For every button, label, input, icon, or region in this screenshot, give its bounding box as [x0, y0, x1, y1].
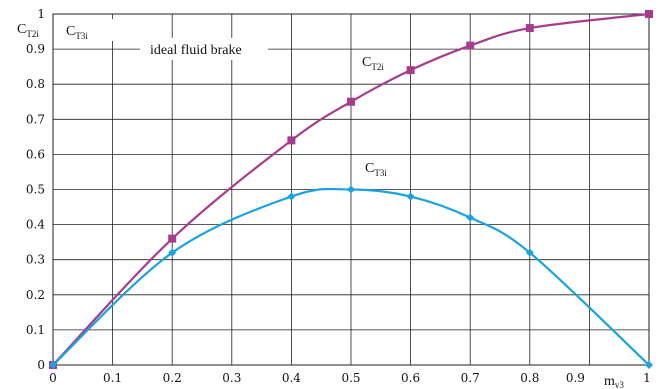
data-point-ct2i — [466, 41, 475, 50]
y-axis-title-secondary: CT3i — [66, 24, 88, 41]
x-tick-label: 0.1 — [103, 371, 122, 385]
y-tick-label: 1 — [37, 7, 45, 21]
secondary-ylabel-box — [60, 19, 117, 41]
y-axis-title: CT2i — [17, 22, 39, 39]
data-point-ct3i — [287, 192, 296, 201]
y-tick-label: 0.8 — [26, 77, 45, 91]
data-point-ct3i — [49, 361, 57, 369]
x-axis-title: mv3 — [604, 374, 624, 389]
x-tick-label: 0.7 — [461, 371, 480, 385]
x-tick-label: 0.3 — [222, 371, 241, 385]
x-tick-label: 0 — [49, 371, 57, 385]
tick-labels: 0 0.1 0.2 0.3 0.4 0.5 0.6 0.7 0.8 0.9 1 0 0.1 0.2 0.3 0… — [26, 7, 651, 385]
y-tick-label: 0.4 — [26, 218, 45, 232]
x-tick-label: 1 — [643, 371, 651, 385]
data-point-ct3i — [347, 185, 355, 194]
x-tick-label: 0.2 — [163, 371, 182, 385]
x-tick-label: 0.8 — [520, 371, 539, 385]
data-point-ct2i — [525, 24, 534, 33]
y-tick-label: 0.1 — [26, 323, 45, 337]
annotation-box — [140, 38, 268, 60]
x-tick-label: 0.4 — [282, 371, 301, 385]
data-point-ct2i — [168, 234, 177, 243]
x-tick-label: 0.5 — [341, 371, 360, 385]
x-tick-label: 0.6 — [401, 371, 420, 385]
y-tick-label: 0.7 — [26, 112, 45, 126]
data-point-ct2i — [406, 66, 415, 75]
data-point-ct2i — [287, 136, 296, 145]
series-layer — [49, 10, 653, 369]
data-point-ct3i — [406, 192, 415, 201]
series-label-ct3i: CT3i — [365, 161, 387, 178]
y-tick-label: 0.2 — [26, 288, 45, 302]
data-point-ct3i — [466, 213, 475, 222]
data-point-ct3i — [168, 248, 177, 257]
data-point-ct3i — [645, 361, 653, 369]
data-point-ct3i — [525, 248, 534, 257]
y-tick-label: 0.3 — [26, 253, 45, 267]
data-point-ct2i — [347, 97, 355, 106]
series-label-ct2i: CT2i — [362, 55, 384, 72]
y-tick-label: 0.5 — [26, 183, 45, 197]
y-tick-label: 0.6 — [26, 147, 45, 161]
x-tick-label: 0.9 — [566, 371, 585, 385]
y-tick-label: 0 — [37, 358, 45, 372]
y-tick-label: 0.9 — [26, 42, 45, 56]
annotation-text: ideal fluid brake — [150, 43, 242, 58]
data-point-ct2i — [645, 10, 653, 18]
